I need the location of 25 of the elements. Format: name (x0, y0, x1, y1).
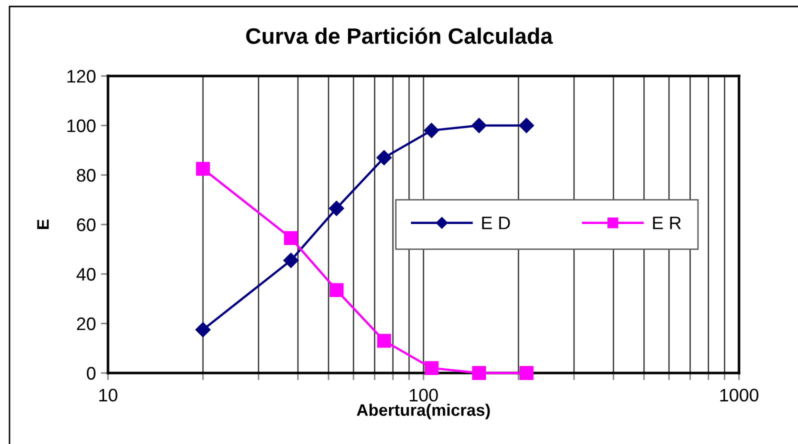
point (518, 118, 534, 134)
y-tick-label: 100 (67, 119, 96, 132)
y-tick-label: 120 (67, 70, 96, 83)
legend-label: E D (482, 216, 510, 230)
point (328, 200, 344, 216)
point (520, 366, 534, 380)
y-tick-label: 60 (77, 218, 96, 232)
y-tick-label: 0 (86, 366, 96, 380)
x-tick-label: 1000 (720, 388, 758, 402)
point (424, 361, 438, 375)
x-tick-label: 100 (410, 388, 438, 402)
legend-label: E R (653, 216, 681, 230)
point (424, 122, 440, 138)
point (472, 366, 486, 380)
y-tick-label: 40 (76, 268, 96, 281)
y-tick-label: 20 (77, 317, 96, 330)
x-axis-title: Abertura(micras) (356, 404, 490, 420)
chart-title: Curva de Partición Calculada (246, 27, 553, 44)
point (377, 334, 392, 348)
point (471, 118, 487, 134)
y-tick-label: 80 (76, 168, 96, 182)
y-axis-title: E (37, 220, 49, 229)
point (376, 150, 392, 166)
point (330, 283, 344, 298)
x-tick-label: 10 (99, 388, 118, 402)
